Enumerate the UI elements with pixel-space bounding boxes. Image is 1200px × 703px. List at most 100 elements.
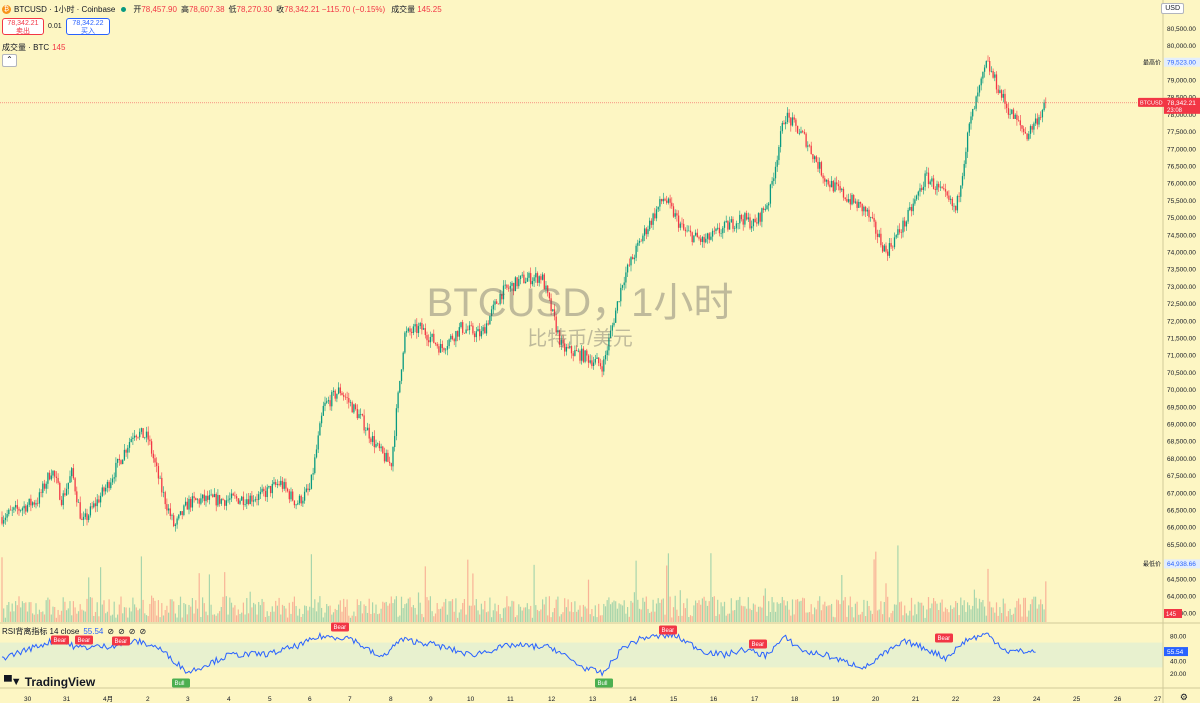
- volume-bar: [174, 613, 176, 622]
- candle-body: [283, 482, 285, 489]
- volume-bar: [865, 616, 867, 622]
- volume-bar: [52, 606, 54, 622]
- more-icon[interactable]: ⊘: [139, 627, 147, 636]
- volume-bar: [229, 597, 231, 622]
- volume-bar: [904, 605, 906, 622]
- volume-bar: [703, 596, 705, 622]
- volume-bar: [924, 617, 926, 622]
- candle-body: [994, 74, 996, 78]
- volume-bar: [735, 600, 737, 622]
- price-tick: 68,500.00: [1167, 439, 1196, 446]
- candle-body: [841, 188, 843, 191]
- volume-bar: [893, 604, 896, 622]
- candle-body: [970, 116, 972, 124]
- settings-icon[interactable]: ⊘: [118, 627, 125, 636]
- volume-bar: [858, 614, 860, 622]
- volume-bar: [587, 579, 590, 622]
- sell-button[interactable]: 78,342.21 卖出: [2, 18, 44, 35]
- candle-body: [572, 353, 574, 356]
- candle-body: [735, 223, 738, 229]
- volume-bar: [1002, 598, 1004, 622]
- candle-body: [898, 229, 901, 233]
- candle-body: [468, 325, 471, 331]
- candle-body: [275, 482, 277, 485]
- volume-bar: [212, 614, 214, 622]
- candle-body: [812, 154, 814, 160]
- symbol-title[interactable]: BTCUSD · 1小时 · Coinbase: [14, 4, 116, 14]
- candle-body: [35, 503, 37, 505]
- volume-bar: [179, 596, 182, 622]
- candle-body: [247, 499, 250, 505]
- buy-button[interactable]: 78,342.22 买入: [66, 18, 110, 35]
- eye-icon[interactable]: ⊘: [107, 627, 115, 636]
- volume-bar: [859, 614, 862, 622]
- volume-bar: [824, 601, 826, 622]
- volume-bar: [679, 590, 681, 622]
- volume-bar: [691, 616, 693, 622]
- volume-bar: [938, 610, 940, 622]
- volume-legend[interactable]: 成交量 · BTC 145: [2, 42, 65, 53]
- volume-bar: [871, 613, 873, 622]
- bear-marker-label: Bear: [78, 638, 91, 644]
- currency-button[interactable]: USD: [1161, 3, 1184, 14]
- volume-bar: [431, 611, 433, 622]
- volume-bar: [77, 611, 80, 622]
- candle-body: [132, 437, 134, 439]
- candle-body: [781, 122, 783, 132]
- volume-bar: [985, 615, 987, 622]
- volume-bar: [846, 616, 848, 622]
- volume-bar: [882, 614, 884, 622]
- candle-body: [50, 475, 52, 480]
- tradingview-brand[interactable]: ▀▼ TradingView: [4, 675, 95, 689]
- candle-body: [1014, 114, 1016, 119]
- time-tick: 20: [872, 696, 880, 703]
- candle-body: [557, 330, 559, 333]
- rsi-legend[interactable]: RSI背离指标 14 close 55.54 ⊘ ⊘ ⊘ ⊘: [2, 626, 146, 637]
- volume-bar: [477, 610, 479, 622]
- volume-bar: [293, 596, 295, 622]
- candle-body: [222, 499, 224, 501]
- volume-bar: [752, 603, 754, 622]
- volume-bar: [523, 607, 525, 622]
- price-tick: 79,000.00: [1167, 78, 1196, 85]
- volume-bar: [145, 615, 148, 622]
- candle-body: [570, 346, 573, 354]
- volume-bar: [1045, 581, 1047, 622]
- chart-settings-icon[interactable]: ⚙: [1179, 692, 1188, 702]
- candle-body: [703, 237, 705, 243]
- volume-bar: [744, 606, 746, 622]
- collapse-legend-button[interactable]: ⌃: [2, 54, 17, 67]
- high-value: 79,523.00: [1167, 60, 1196, 67]
- candle-body: [179, 511, 182, 515]
- candle-body: [164, 492, 166, 505]
- volume-bar: [416, 614, 418, 622]
- candle-body: [193, 496, 195, 499]
- volume-bar: [324, 612, 326, 622]
- volume-bar: [773, 602, 775, 622]
- volume-bar: [295, 606, 297, 622]
- candle-body: [552, 309, 554, 311]
- candle-body: [147, 431, 149, 440]
- candle-body: [992, 71, 994, 78]
- candle-body: [633, 257, 636, 260]
- volume-bar: [319, 596, 321, 622]
- candle-body: [264, 490, 267, 498]
- time-tick: 26: [1114, 696, 1122, 703]
- volume-bar: [851, 607, 853, 622]
- candle-body: [11, 509, 13, 511]
- candle-body: [618, 301, 620, 302]
- market-open-icon: [121, 6, 127, 12]
- volume-bar: [995, 602, 998, 622]
- candle-body: [426, 335, 428, 341]
- candle-body: [99, 495, 102, 503]
- delete-icon[interactable]: ⊘: [128, 627, 136, 636]
- candle-body: [455, 331, 457, 342]
- volume-bar: [511, 600, 513, 622]
- volume-bar: [732, 610, 734, 622]
- volume-bar: [249, 591, 251, 622]
- candle-body: [688, 230, 690, 232]
- volume-bar: [130, 611, 132, 622]
- candle-body: [863, 206, 865, 212]
- candle-body: [84, 513, 86, 517]
